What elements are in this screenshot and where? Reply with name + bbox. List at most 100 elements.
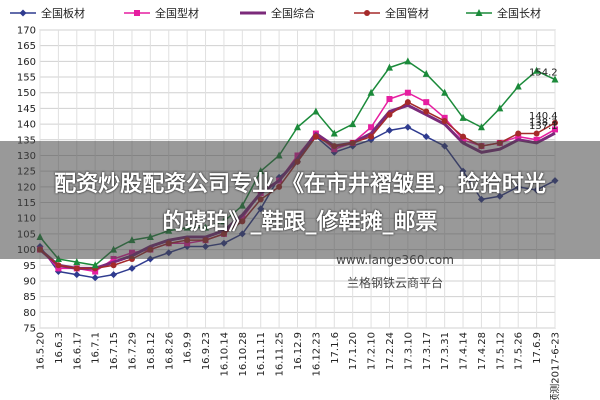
x-tick-label: 16.5.20 — [36, 332, 47, 370]
data-point — [533, 136, 540, 143]
legend-marker — [134, 10, 140, 16]
data-point — [330, 129, 338, 137]
y-tick-label: 80 — [23, 308, 36, 319]
y-tick-label: 135 — [17, 135, 36, 146]
data-point — [551, 75, 559, 83]
data-point — [312, 133, 319, 140]
end-value-label: 137.1 — [529, 121, 558, 132]
x-tick-label: 16.8.26 — [164, 332, 175, 370]
y-tick-label: 160 — [17, 57, 36, 68]
data-point — [477, 123, 485, 131]
data-point — [294, 123, 301, 131]
data-point — [367, 88, 375, 96]
x-tick-label: 17.1.6 — [330, 332, 341, 364]
y-tick-label: 75 — [23, 324, 36, 335]
x-tick-label: 17.3.10 — [403, 332, 414, 370]
data-point — [514, 82, 522, 90]
data-point — [128, 264, 136, 272]
data-point — [312, 107, 320, 115]
y-tick-label: 165 — [17, 41, 36, 52]
x-tick-label: 17.4.14 — [459, 332, 470, 370]
caption-line-2: 的琥珀》_鞋跟_修鞋摊_邮票 — [162, 210, 438, 235]
data-point — [349, 120, 357, 128]
y-tick-label: 140 — [17, 120, 36, 131]
data-point — [73, 265, 80, 272]
data-point — [441, 88, 449, 96]
data-point — [533, 130, 540, 137]
data-point — [110, 271, 118, 279]
x-tick-label: 16.7.1 — [91, 332, 102, 364]
x-tick-label: 17.5.12 — [495, 332, 506, 370]
x-tick-label: 16.10.28 — [238, 332, 249, 377]
data-point — [552, 119, 558, 126]
data-point — [73, 258, 81, 266]
end-value-label: 154.2 — [529, 68, 558, 79]
data-point — [386, 111, 393, 118]
data-point — [422, 69, 430, 77]
x-tick-label: 17.3.31 — [440, 332, 451, 370]
data-point — [404, 57, 412, 65]
x-tick-label: 16.9.9 — [183, 332, 194, 364]
data-point — [460, 136, 467, 143]
caption-line-1: 配资炒股配资公司专业 《在市井褶皱里，捡拾时光 — [54, 172, 546, 197]
x-tick-label: 16.12.23 — [311, 332, 322, 377]
data-point — [368, 124, 375, 131]
data-point — [422, 133, 430, 141]
data-point — [385, 126, 393, 134]
x-tick-label: 16.11.25 — [275, 332, 286, 377]
x-tick-label: 16.8.12 — [146, 332, 157, 370]
data-point — [55, 262, 62, 269]
x-tick-label: 17.3.17 — [422, 332, 433, 370]
data-point — [459, 113, 467, 121]
data-point — [533, 66, 541, 74]
legend-label: 全国型材 — [155, 6, 199, 20]
y-tick-label: 85 — [23, 292, 36, 303]
x-tick-label: 16.6.17 — [72, 332, 83, 370]
data-point — [515, 130, 522, 137]
data-point — [110, 262, 117, 269]
data-point — [404, 99, 411, 106]
caption-overlay: 配资炒股配资公司专业 《在市井褶皱里，捡拾时光 的琥珀》_鞋跟_修鞋摊_邮票 — [0, 141, 600, 259]
legend-marker — [364, 10, 370, 16]
y-tick-label: 170 — [17, 26, 36, 37]
x-tick-label: 预测2017-6-23 — [549, 332, 562, 400]
x-tick-label: 17.6.9 — [532, 332, 543, 364]
x-tick-label: 16.11.11 — [256, 332, 267, 377]
data-point — [92, 268, 99, 275]
data-point — [460, 133, 467, 140]
data-point — [496, 104, 504, 112]
y-tick-label: 150 — [17, 88, 36, 99]
x-tick-label: 17.2.24 — [385, 332, 396, 370]
data-point — [91, 261, 99, 269]
x-tick-label: 16.7.29 — [127, 332, 138, 370]
x-tick-label: 16.9.23 — [201, 332, 212, 370]
data-point — [423, 108, 430, 115]
x-tick-label: 17.5.26 — [514, 332, 525, 370]
legend-label: 全国综合 — [271, 6, 315, 20]
x-tick-label: 16.7.15 — [109, 332, 120, 370]
legend-label: 全国长材 — [497, 6, 541, 20]
y-tick-label: 155 — [17, 73, 36, 84]
x-tick-label: 16.10.14 — [219, 332, 230, 377]
legend-label: 全国板材 — [41, 6, 85, 20]
data-point — [404, 89, 411, 96]
x-tick-label: 16.6.3 — [54, 332, 65, 364]
y-tick-label: 145 — [17, 104, 36, 115]
data-point — [91, 274, 99, 282]
data-point — [441, 117, 448, 124]
legend-label: 全国管材 — [385, 6, 429, 20]
x-tick-label: 17.1.20 — [348, 332, 359, 370]
data-point — [423, 99, 430, 106]
data-point — [368, 133, 375, 140]
watermark-name: 兰格钢铁云商平台 — [347, 275, 443, 290]
x-tick-label: 17.2.10 — [367, 332, 378, 370]
data-point — [552, 126, 558, 133]
end-value-label: 140.4 — [529, 111, 558, 122]
data-point — [404, 123, 412, 131]
x-tick-label: 17.4.28 — [477, 332, 488, 370]
y-tick-label: 95 — [23, 261, 36, 272]
end-value-label: 138.3 — [529, 117, 558, 128]
data-point — [55, 265, 62, 272]
data-point — [515, 133, 522, 140]
